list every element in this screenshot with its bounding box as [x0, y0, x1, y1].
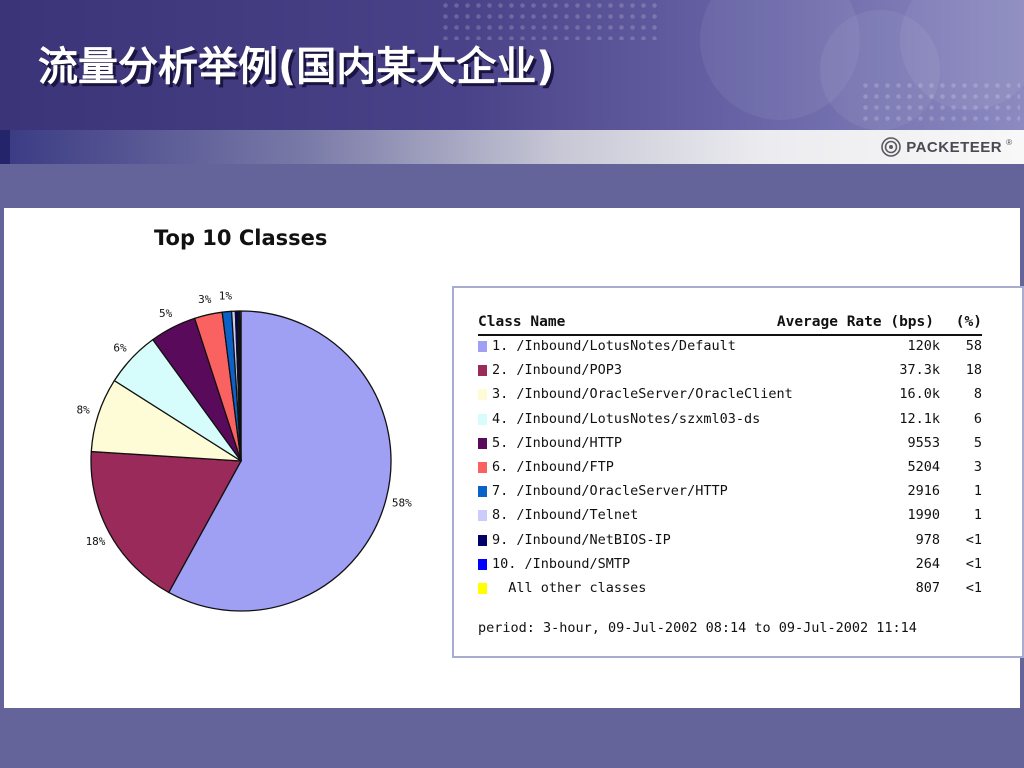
brand-registered-mark: ® — [1006, 138, 1012, 147]
legend-percent: <1 — [965, 580, 982, 596]
pie-slice-label: 3% — [198, 293, 212, 306]
legend-average-rate: 264 — [915, 555, 940, 572]
header-percent: (%) — [955, 314, 982, 330]
legend-swatch — [478, 389, 487, 401]
legend-row: 8. /Inbound/Telnet 1990 1 — [478, 507, 982, 527]
legend-average-rate: 12.1k — [899, 410, 940, 427]
legend-class-name: 5. /Inbound/HTTP — [492, 434, 623, 451]
pie-slice-label: 5% — [159, 307, 173, 320]
legend-table: Class Name Average Rate (bps) (%) 1. /In… — [452, 286, 1024, 658]
decor-dots — [440, 0, 660, 40]
legend-class-name: 3. /Inbound/OracleServer/OracleClient — [492, 386, 793, 403]
legend-average-rate: 9553 — [907, 434, 940, 451]
legend-average-rate: 807 — [915, 580, 940, 596]
legend-swatch — [478, 365, 487, 377]
legend-row: All other classes 807 <1 — [478, 580, 982, 600]
content-panel: Top 10 Classes 58% 18% 8% 6% 5% 3% 1% Class Na… — [4, 208, 1024, 708]
legend-percent: 1 — [973, 507, 982, 524]
legend-period: period: 3-hour, 09-Jul-2002 08:14 to 09-… — [478, 620, 917, 636]
decor-circle — [820, 10, 940, 130]
legend-class-name: 2. /Inbound/POP3 — [492, 362, 623, 379]
legend-class-name: 10. /Inbound/SMTP — [492, 555, 631, 572]
pie-slice-label: 1% — [219, 290, 233, 303]
legend-swatch — [478, 486, 487, 498]
legend-swatch — [478, 510, 487, 522]
legend-swatch — [478, 558, 487, 570]
pie-slice — [90, 450, 242, 594]
legend-swatch — [478, 341, 487, 352]
chart-title: Top 10 Classes — [154, 226, 328, 250]
pie-slice-label: 58% — [392, 496, 412, 509]
legend-row: 6. /Inbound/FTP 5204 3 — [478, 459, 982, 479]
legend-swatch — [478, 534, 487, 546]
packeteer-logo: PACKETEER ® — [880, 136, 1012, 158]
legend-swatch — [478, 583, 487, 594]
legend-percent: 18 — [965, 362, 982, 379]
legend-row: 5. /Inbound/HTTP 9553 5 — [478, 435, 982, 455]
legend-class-name: 4. /Inbound/LotusNotes/szxml03-ds — [492, 410, 761, 427]
legend-percent: <1 — [965, 555, 982, 572]
decor-dots — [860, 80, 1020, 125]
legend-row: 9. /Inbound/NetBIOS-IP 978 <1 — [478, 532, 982, 552]
legend-class-name: 7. /Inbound/OracleServer/HTTP — [492, 483, 728, 500]
legend-class-name: All other classes — [492, 580, 647, 596]
legend-class-name: 6. /Inbound/FTP — [492, 459, 614, 475]
pie-slice-label: 8% — [76, 404, 90, 417]
packeteer-swirl-icon — [881, 137, 901, 157]
legend-class-name: 9. /Inbound/NetBIOS-IP — [492, 531, 671, 548]
legend-row: 7. /Inbound/OracleServer/HTTP 2916 1 — [478, 483, 982, 503]
legend-average-rate: 978 — [915, 531, 940, 548]
slide-title: 流量分析举例(国内某大企业) — [38, 44, 555, 90]
legend-swatch — [478, 437, 487, 449]
pie-slice — [168, 310, 392, 612]
legend-row: 3. /Inbound/OracleServer/OracleClient 16.… — [478, 386, 982, 406]
legend-row: 10. /Inbound/SMTP 264 <1 — [478, 556, 982, 576]
legend-average-rate: 120k — [907, 338, 940, 354]
legend-row: 2. /Inbound/POP3 37.3k 18 — [478, 362, 982, 382]
legend-percent: 1 — [973, 483, 982, 500]
legend-class-name: 1. /Inbound/LotusNotes/Default — [492, 338, 736, 354]
legend-percent: <1 — [965, 531, 982, 548]
legend-header: Class Name Average Rate (bps) (%) — [478, 314, 982, 336]
brand-name: PACKETEER — [906, 138, 1003, 156]
pie-slice-label: 18% — [86, 535, 106, 548]
legend-percent: 6 — [973, 410, 982, 427]
legend-average-rate: 1990 — [907, 507, 940, 524]
pie-slice-label: 6% — [113, 341, 127, 354]
legend-average-rate: 37.3k — [899, 362, 940, 379]
legend-swatch — [478, 462, 487, 473]
brand-bar: PACKETEER ® — [0, 130, 1024, 164]
header-average-rate: Average Rate (bps) — [776, 314, 934, 330]
legend-percent: 3 — [973, 459, 982, 475]
legend-percent: 5 — [973, 434, 982, 451]
legend-swatch — [478, 413, 487, 425]
slide-header: 流量分析举例(国内某大企业) — [0, 0, 1024, 130]
header-class-name: Class Name — [478, 314, 566, 330]
legend-average-rate: 2916 — [907, 483, 940, 500]
legend-average-rate: 16.0k — [899, 386, 940, 403]
pie-slice — [238, 310, 242, 462]
legend-average-rate: 5204 — [907, 459, 940, 475]
legend-percent: 58 — [965, 338, 982, 354]
legend-class-name: 8. /Inbound/Telnet — [492, 507, 639, 524]
pie-chart: 58% 18% 8% 6% 5% 3% 1% — [76, 290, 412, 612]
legend-row: 1. /Inbound/LotusNotes/Default 120k 58 — [478, 338, 982, 358]
legend-percent: 8 — [973, 386, 982, 403]
legend-row: 4. /Inbound/LotusNotes/szxml03-ds 12.1k 6 — [478, 411, 982, 431]
